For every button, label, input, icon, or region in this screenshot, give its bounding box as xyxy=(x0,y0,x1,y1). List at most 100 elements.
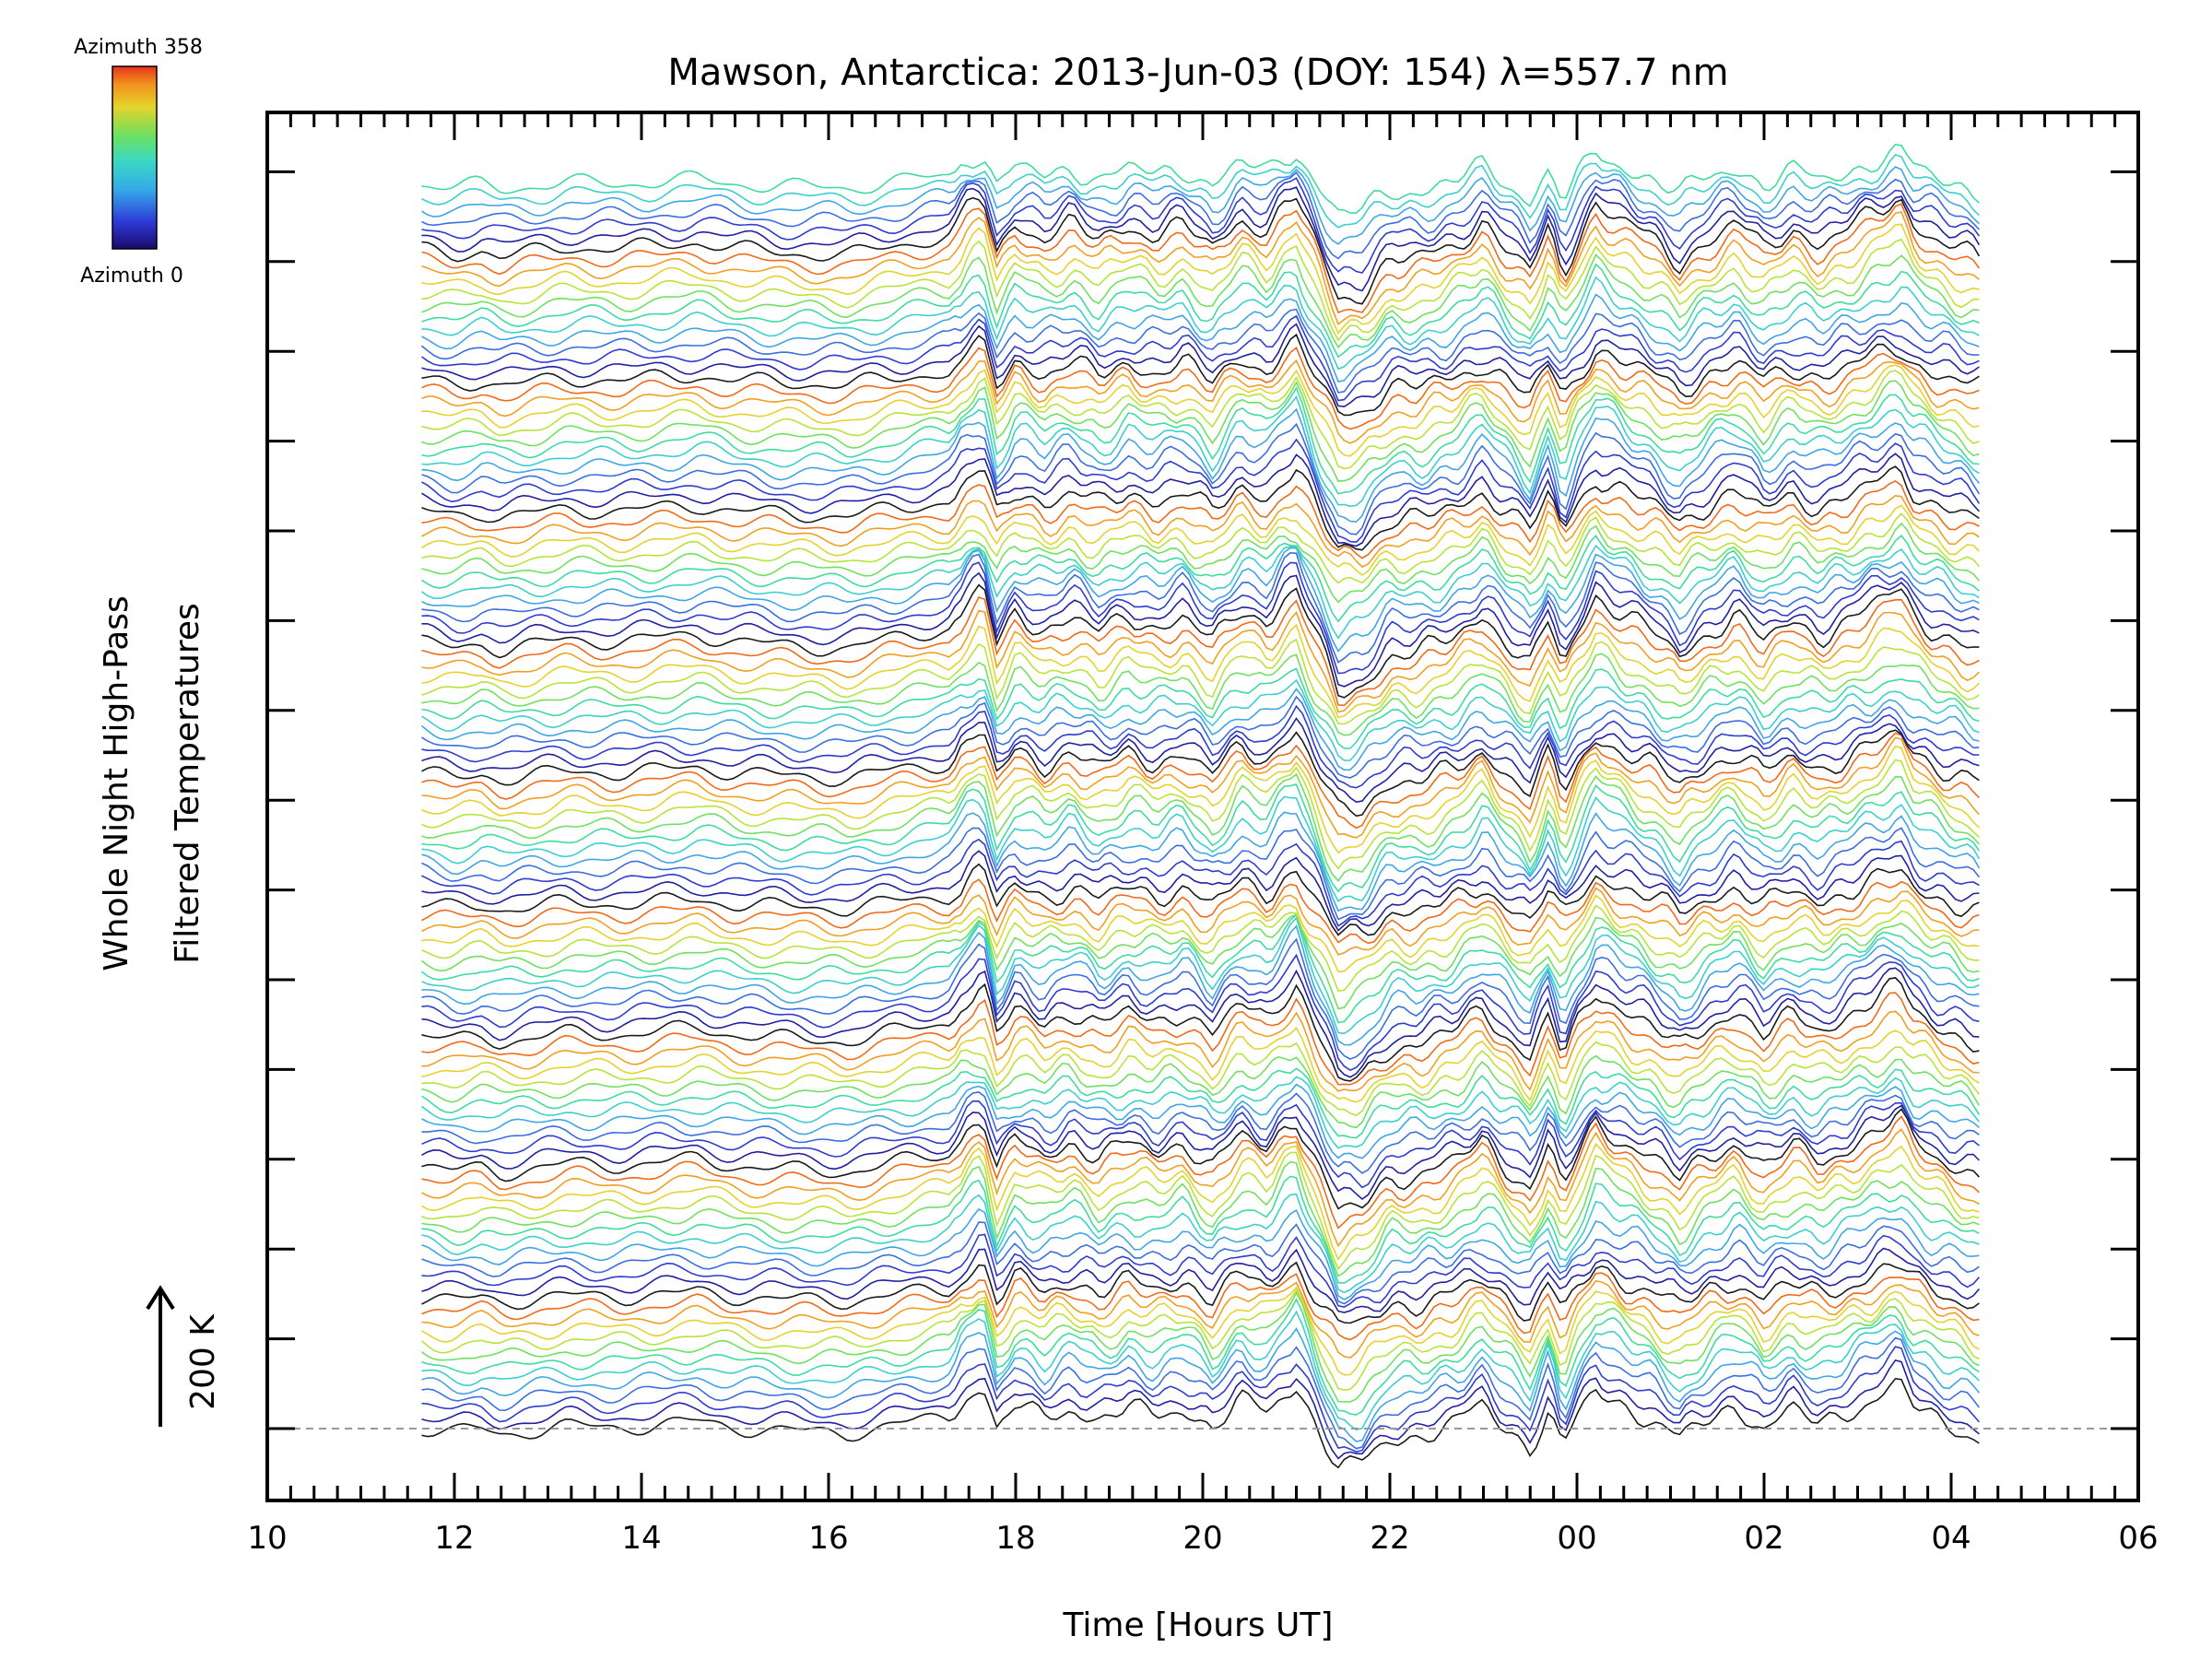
azimuth-trace xyxy=(421,370,1980,470)
azimuth-trace xyxy=(421,1142,1980,1262)
azimuth-trace xyxy=(421,177,1981,274)
azimuth-trace xyxy=(421,535,1980,623)
azimuth-trace xyxy=(421,1104,1980,1201)
azimuth-trace xyxy=(421,878,1980,945)
azimuth-trace xyxy=(421,238,1980,342)
azimuth-trace xyxy=(421,479,1980,559)
azimuth-trace xyxy=(421,667,1980,749)
azimuth-trace xyxy=(421,1151,1980,1271)
azimuth-trace xyxy=(421,196,1981,305)
azimuth-trace xyxy=(421,1247,1981,1313)
azimuth-trace xyxy=(421,203,1981,314)
azimuth-trace xyxy=(421,783,1981,893)
azimuth-trace xyxy=(420,1288,1980,1392)
azimuth-trace xyxy=(421,653,1980,736)
x-tick-label: 14 xyxy=(621,1520,661,1557)
azimuth-trace xyxy=(421,364,1980,457)
azimuth-trace xyxy=(421,811,1981,912)
azimuth-trace xyxy=(421,695,1980,779)
azimuth-trace xyxy=(421,1336,1981,1450)
azimuth-trace xyxy=(421,1128,1980,1248)
azimuth-trace xyxy=(421,293,1980,383)
azimuth-trace xyxy=(421,1108,1980,1210)
azimuth-trace xyxy=(421,729,1980,818)
azimuth-trace xyxy=(421,263,1980,359)
azimuth-trace xyxy=(421,924,1980,1046)
azimuth-trace xyxy=(421,1221,1980,1305)
azimuth-trace xyxy=(421,1290,1980,1403)
y-axis-label-line2: Filtered Temperatures xyxy=(169,603,206,964)
azimuth-trace xyxy=(420,308,1980,394)
colorbar-top-label: Azimuth 358 xyxy=(74,36,203,59)
azimuth-trace xyxy=(421,913,1980,1010)
azimuth-trace xyxy=(421,887,1980,956)
azimuth-trace xyxy=(421,1067,1981,1139)
azimuth-trace xyxy=(421,171,1980,260)
azimuth-trace xyxy=(421,904,1980,992)
traces xyxy=(420,143,1981,1469)
azimuth-trace xyxy=(421,512,1981,584)
azimuth-trace xyxy=(421,913,1980,1024)
azimuth-trace xyxy=(421,453,1980,547)
x-tick-label: 00 xyxy=(1557,1520,1596,1557)
azimuth-trace xyxy=(421,596,1980,707)
azimuth-trace xyxy=(421,638,1980,725)
azimuth-trace xyxy=(421,1100,1980,1189)
azimuth-trace xyxy=(421,759,1980,870)
azimuth-trace xyxy=(421,992,1980,1086)
azimuth-trace xyxy=(421,143,1980,214)
scale-arrow-head xyxy=(146,1285,175,1311)
scale-label: 200 K xyxy=(184,1313,222,1410)
azimuth-trace xyxy=(421,953,1980,1072)
azimuth-trace xyxy=(421,1083,1980,1159)
azimuth-trace xyxy=(421,583,1980,699)
azimuth-trace xyxy=(421,544,1980,640)
azimuth-trace xyxy=(421,717,1980,804)
azimuth-trace xyxy=(421,1160,1980,1277)
scale-bar: 200 K xyxy=(146,1285,222,1427)
y-axis-label-line1: Whole Night High-Pass xyxy=(98,595,135,971)
azimuth-trace xyxy=(421,522,1981,604)
azimuth-trace xyxy=(421,863,1980,936)
azimuth-trace xyxy=(421,916,1980,1035)
azimuth-trace xyxy=(421,678,1980,761)
azimuth-trace xyxy=(421,276,1980,371)
azimuth-trace xyxy=(421,1091,1980,1174)
azimuth-trace xyxy=(421,1233,1981,1308)
azimuth-trace xyxy=(421,551,1980,664)
x-tick-label: 06 xyxy=(2118,1520,2158,1557)
x-tick-label: 20 xyxy=(1182,1520,1222,1557)
azimuth-trace xyxy=(421,732,1980,830)
azimuth-trace xyxy=(421,1076,1981,1149)
azimuth-trace xyxy=(421,1010,1980,1092)
x-tick-label: 12 xyxy=(434,1520,474,1557)
azimuth-trace xyxy=(420,688,1980,771)
azimuth-trace xyxy=(421,850,1980,932)
colorbar xyxy=(112,65,158,250)
azimuth-trace xyxy=(421,795,1981,902)
azimuth-trace xyxy=(421,1359,1980,1460)
azimuth-trace xyxy=(421,1041,1981,1116)
azimuth-trace xyxy=(421,894,1980,973)
azimuth-trace xyxy=(421,504,1980,576)
azimuth-trace xyxy=(421,1115,1980,1230)
azimuth-trace xyxy=(421,347,1980,430)
azimuth-trace xyxy=(421,561,1980,675)
azimuth-trace xyxy=(421,494,1980,569)
x-axis-label: Time [Hours UT] xyxy=(1063,1606,1334,1644)
azimuth-trace xyxy=(421,422,1981,535)
azimuth-trace xyxy=(421,438,1981,544)
azimuth-trace xyxy=(421,407,1981,523)
azimuth-trace xyxy=(421,465,1980,551)
azimuth-trace xyxy=(421,1286,1980,1376)
azimuth-trace xyxy=(421,1261,1980,1324)
azimuth-trace xyxy=(421,253,1980,349)
azimuth-trace xyxy=(421,186,1981,292)
azimuth-trace xyxy=(421,772,1980,882)
azimuth-trace xyxy=(421,547,1980,653)
chart-title: Mawson, Antarctica: 2013-Jun-03 (DOY: 15… xyxy=(667,52,1728,94)
colorbar-bottom-label: Azimuth 0 xyxy=(80,265,183,288)
azimuth-trace xyxy=(421,1327,1981,1442)
azimuth-trace xyxy=(421,1026,1980,1103)
